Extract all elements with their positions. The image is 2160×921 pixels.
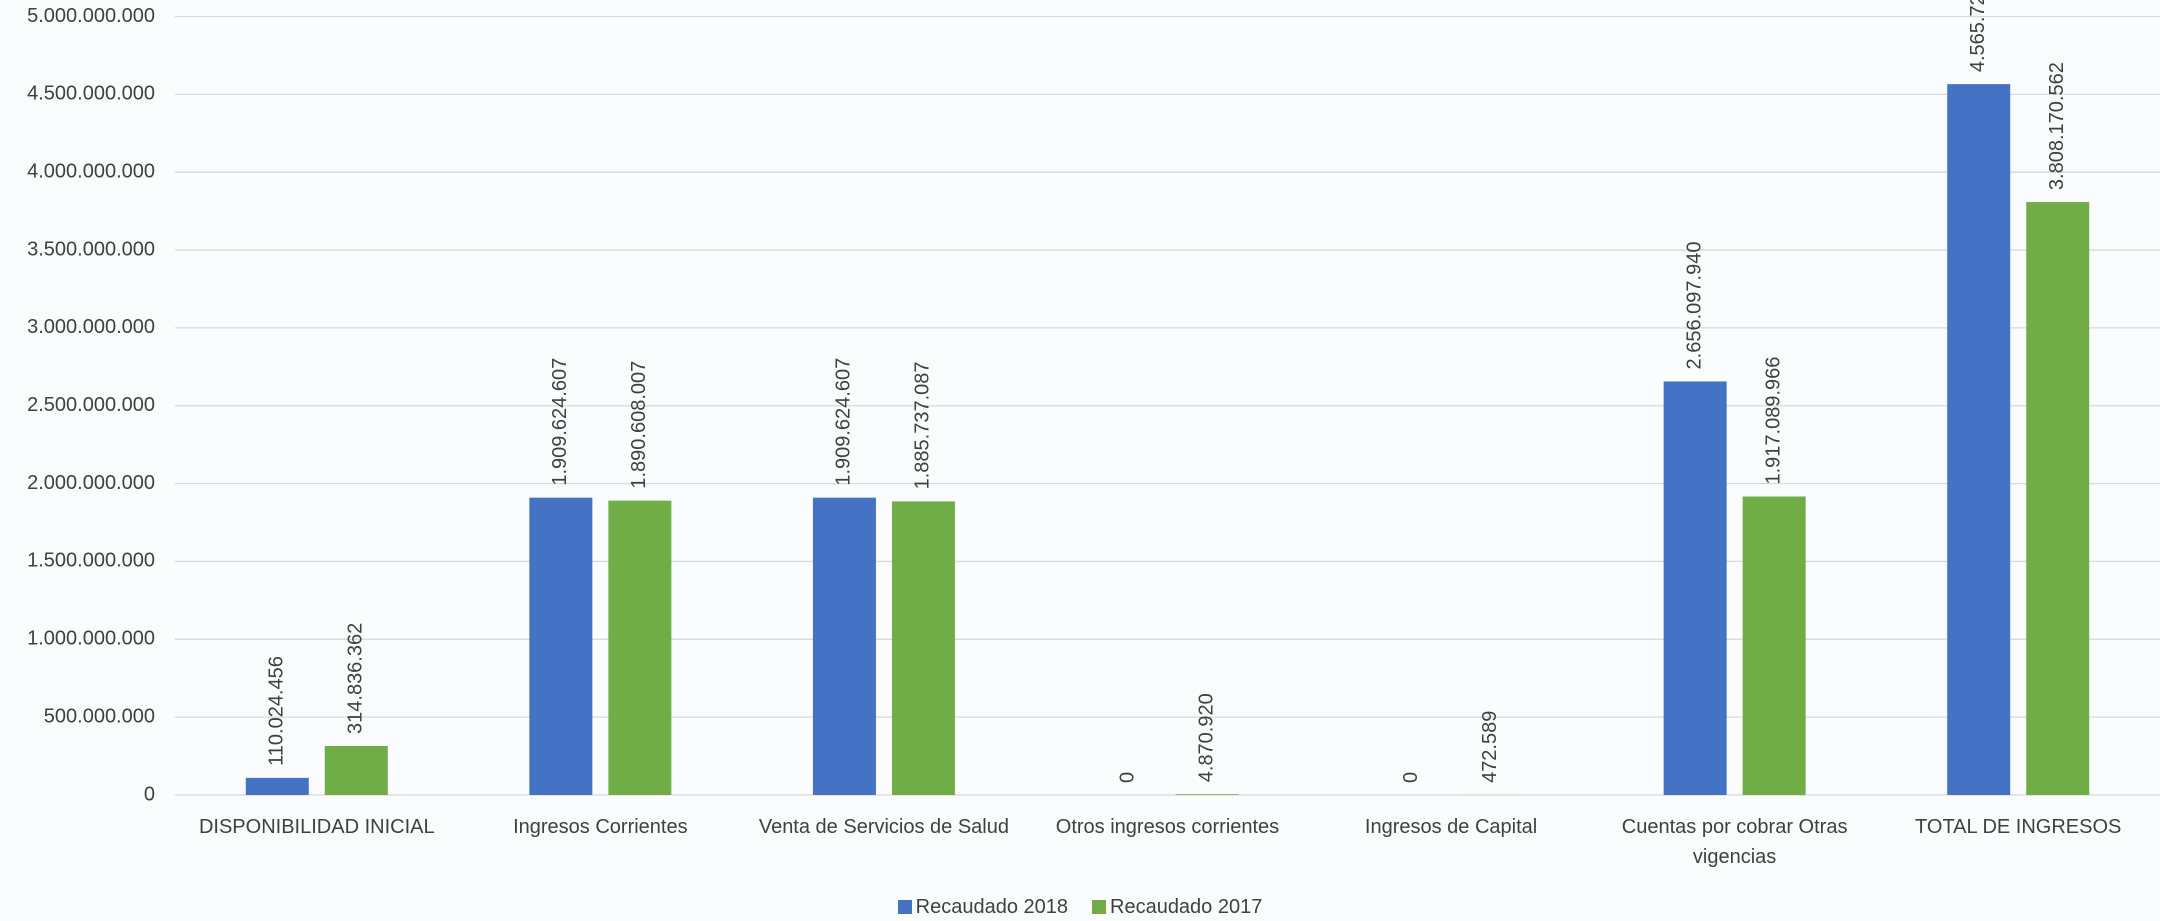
bar bbox=[891, 501, 955, 795]
value-label: 1.917.089.966 bbox=[1762, 357, 1784, 485]
value-label: 1.890.608.007 bbox=[628, 361, 650, 489]
x-tick-label: DISPONIBILIDAD INICIAL bbox=[198, 816, 435, 838]
value-label: 314.836.362 bbox=[345, 623, 367, 734]
value-label: 4.870.920 bbox=[1195, 693, 1217, 782]
x-tick-label: TOTAL DE INGRESOS bbox=[1915, 816, 2122, 838]
bar bbox=[812, 497, 876, 795]
bar bbox=[608, 500, 672, 795]
value-label: 4.565.722.547 bbox=[1967, 0, 1989, 72]
x-tick-label: Otros ingresos corrientes bbox=[1055, 816, 1280, 838]
x-tick-label: Ingresos de Capital bbox=[1364, 816, 1538, 838]
y-tick-label: 3.000.000.000 bbox=[27, 316, 155, 338]
value-label: 2.656.097.940 bbox=[1683, 242, 1705, 370]
bar bbox=[529, 497, 593, 795]
y-tick-label: 5.000.000.000 bbox=[27, 5, 155, 27]
y-tick-label: 4.000.000.000 bbox=[27, 160, 155, 182]
legend-item: Recaudado 2017 bbox=[1092, 896, 1262, 918]
bar bbox=[1663, 381, 1727, 795]
y-tick-label: 4.500.000.000 bbox=[27, 83, 155, 105]
bar bbox=[1742, 496, 1806, 795]
value-label: 0 bbox=[1400, 772, 1422, 783]
bar bbox=[2026, 202, 2090, 795]
legend-swatch bbox=[897, 900, 912, 914]
bar bbox=[1947, 84, 2011, 795]
y-tick-label: 3.500.000.000 bbox=[27, 238, 155, 260]
y-tick-label: 0 bbox=[144, 783, 155, 805]
value-label: 1.885.737.087 bbox=[912, 361, 934, 489]
value-label: 110.024.456 bbox=[266, 656, 288, 766]
value-label: 3.808.170.562 bbox=[2046, 62, 2068, 190]
y-tick-label: 1.000.000.000 bbox=[27, 628, 155, 650]
legend-swatch bbox=[1092, 900, 1106, 914]
y-tick-label: 2.000.000.000 bbox=[27, 472, 155, 494]
value-label: 1.909.624.607 bbox=[833, 358, 855, 486]
y-tick-label: 1.500.000.000 bbox=[27, 550, 155, 572]
legend-item: Recaudado 2018 bbox=[897, 896, 1068, 918]
bar bbox=[245, 777, 309, 795]
value-label: 0 bbox=[1116, 772, 1138, 783]
legend-label: Recaudado 2018 bbox=[915, 896, 1068, 918]
y-tick-label: 2.500.000.000 bbox=[27, 394, 155, 416]
legend: Recaudado 2018 Recaudado 2017 bbox=[0, 896, 2160, 919]
bar bbox=[324, 745, 388, 795]
bar bbox=[1175, 794, 1239, 795]
y-tick-label: 500.000.000 bbox=[44, 705, 155, 727]
x-tick-label: Venta de Servicios de Salud bbox=[758, 816, 1009, 838]
legend-label: Recaudado 2017 bbox=[1110, 896, 1263, 918]
x-tick-label: Cuentas por cobrar Otras vigencias bbox=[1621, 816, 1848, 868]
value-label: 1.909.624.607 bbox=[549, 358, 571, 486]
x-tick-label: Ingresos Corrientes bbox=[513, 816, 688, 838]
value-label: 472.589 bbox=[1479, 711, 1501, 783]
